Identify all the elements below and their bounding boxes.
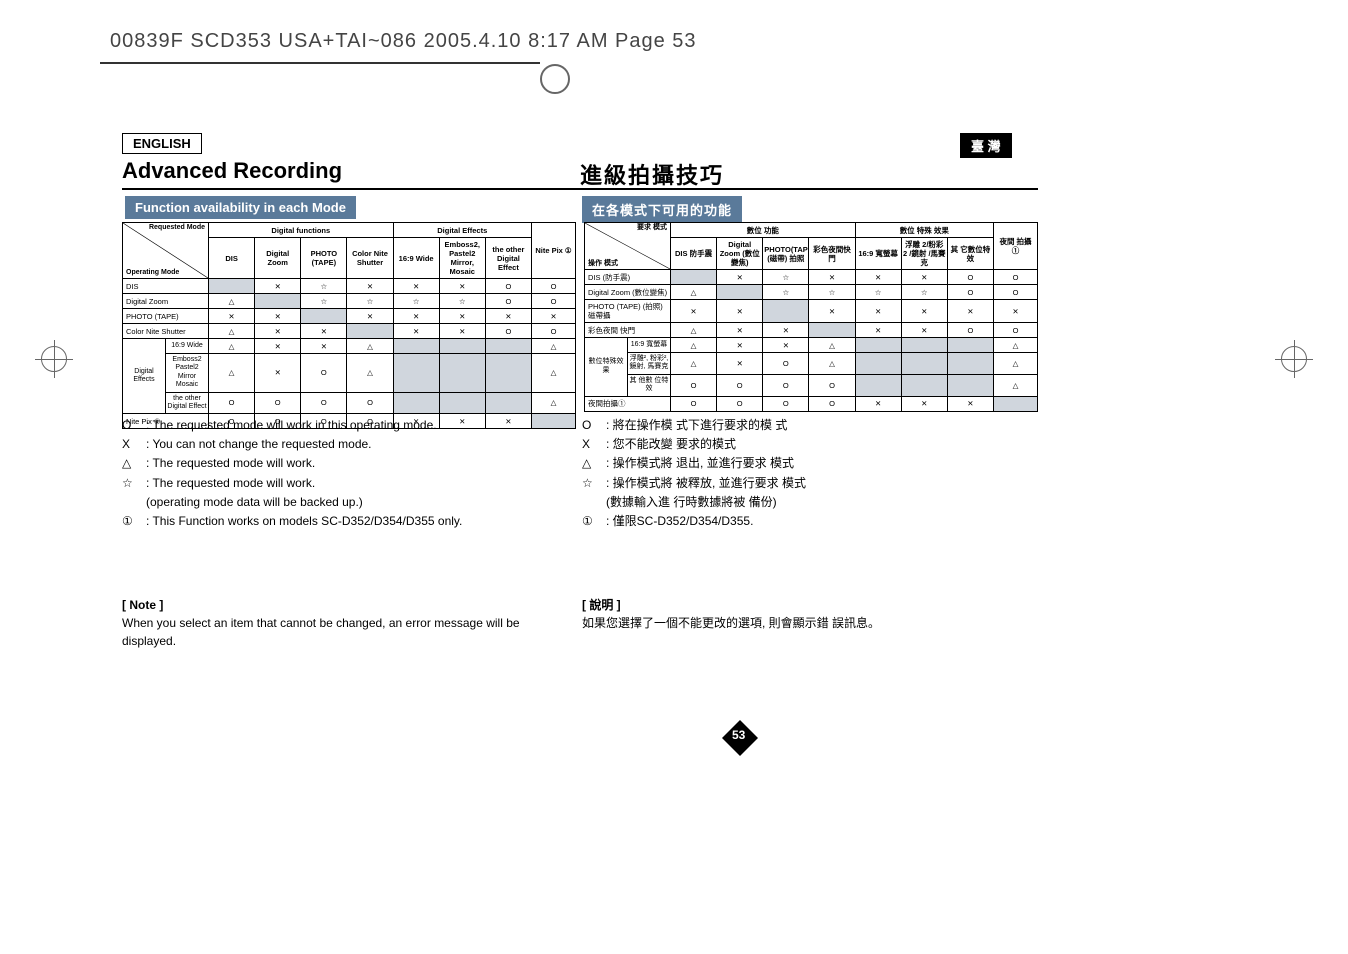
- page-number: 53: [732, 728, 745, 742]
- note-zh-body: 如果您選擇了一個不能更改的選項, 則會顯示錯 誤訊息。: [582, 616, 880, 630]
- subtitle-en: Function availability in each Mode: [125, 196, 356, 219]
- page-title-zh: 進級拍攝技巧: [580, 158, 724, 190]
- registration-mark-right: [1275, 340, 1313, 378]
- note-en-title: [ Note ]: [122, 598, 163, 612]
- page-title-en: Advanced Recording: [122, 158, 342, 184]
- registration-mark-top: [540, 64, 570, 94]
- lang-label-en: ENGLISH: [122, 133, 202, 154]
- lang-label-zh: 臺 灣: [960, 133, 1012, 158]
- registration-mark-left: [35, 340, 73, 378]
- subtitle-zh: 在各模式下可用的功能: [582, 196, 742, 223]
- legend-en: O: The requested mode will work in this …: [122, 416, 576, 531]
- scan-header: 00839F SCD353 USA+TAI~086 2005.4.10 8:17…: [110, 30, 697, 53]
- header-rule: [100, 62, 540, 64]
- note-zh-title: [ 說明 ]: [582, 598, 621, 612]
- mode-table-en: Requested ModeOperating ModeDigital func…: [122, 222, 576, 429]
- note-zh: [ 說明 ] 如果您選擇了一個不能更改的選項, 則會顯示錯 誤訊息。: [582, 596, 1036, 632]
- title-rule: [122, 188, 1038, 190]
- mode-table-zh: 要求 模式操作 模式數位 功能數位 特殊 效果夜間 拍攝 ①DIS 防手震Dig…: [584, 222, 1038, 412]
- legend-zh: O: 將在操作模 式下進行要求的模 式X: 您不能改變 要求的模式△: 操作模式…: [582, 416, 1036, 531]
- note-en-body: When you select an item that cannot be c…: [122, 616, 520, 648]
- note-en: [ Note ] When you select an item that ca…: [122, 596, 576, 650]
